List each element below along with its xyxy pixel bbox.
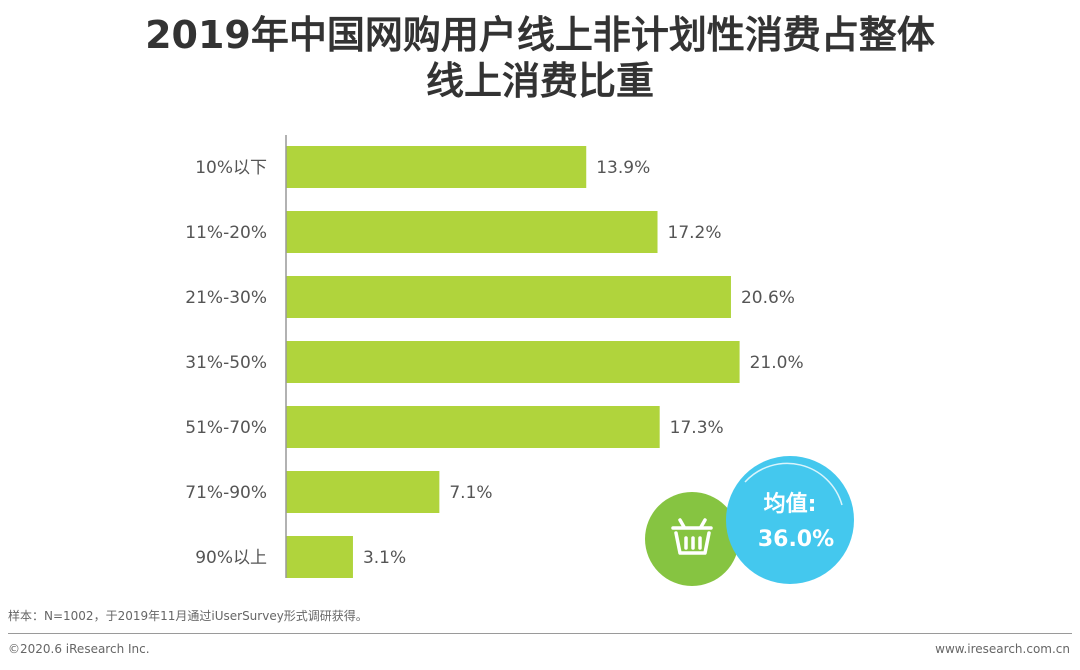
copyright-text: ©2020.6 iResearch Inc. [8, 642, 150, 656]
category-label-7: 90%以上 [195, 548, 267, 568]
value-label-1: 13.9% [596, 158, 650, 178]
category-label-3: 21%-30% [185, 288, 267, 308]
bar-2 [286, 211, 658, 253]
bar-chart: 10%以下 13.9% 11%-20% 17.2% 21%-30% 20.6% 31%-50… [185, 135, 854, 586]
category-label-6: 71%-90% [185, 483, 267, 503]
value-label-5: 17.3% [670, 418, 724, 438]
average-value: 36.0% [758, 527, 834, 552]
website-link[interactable]: www.iresearch.com.cn [935, 642, 1070, 656]
average-badge: 均值: 36.0% [645, 456, 854, 586]
average-circle [726, 456, 854, 584]
bar-6 [286, 471, 440, 513]
bar-3 [286, 276, 731, 318]
category-label-4: 31%-50% [185, 353, 267, 373]
title-line-1: 2019年中国网购用户线上非计划性消费占整体 [145, 13, 935, 57]
category-label-2: 11%-20% [185, 223, 267, 243]
shopping-basket-icon [671, 518, 713, 555]
bar-7 [286, 536, 353, 578]
chart-title: 2019年中国网购用户线上非计划性消费占整体 线上消费比重 [0, 12, 1080, 104]
value-label-3: 20.6% [741, 288, 795, 308]
value-label-4: 21.0% [750, 353, 804, 373]
value-label-6: 7.1% [449, 483, 492, 503]
bars-layer: 10%以下 13.9% 11%-20% 17.2% 21%-30% 20.6% 31%-50… [185, 146, 804, 578]
bar-5 [286, 406, 660, 448]
average-label: 均值: [764, 491, 817, 517]
average-circle-ring [744, 462, 843, 506]
bar-1 [286, 146, 587, 188]
title-line-2: 线上消费比重 [425, 59, 654, 103]
category-label-1: 10%以下 [195, 158, 267, 178]
footer-divider [8, 633, 1072, 634]
value-label-2: 17.2% [668, 223, 722, 243]
category-label-5: 51%-70% [185, 418, 267, 438]
sample-note: 样本：N=1002，于2019年11月通过iUserSurvey形式调研获得。 [8, 609, 368, 623]
bar-4 [286, 341, 740, 383]
value-label-7: 3.1% [363, 548, 406, 568]
